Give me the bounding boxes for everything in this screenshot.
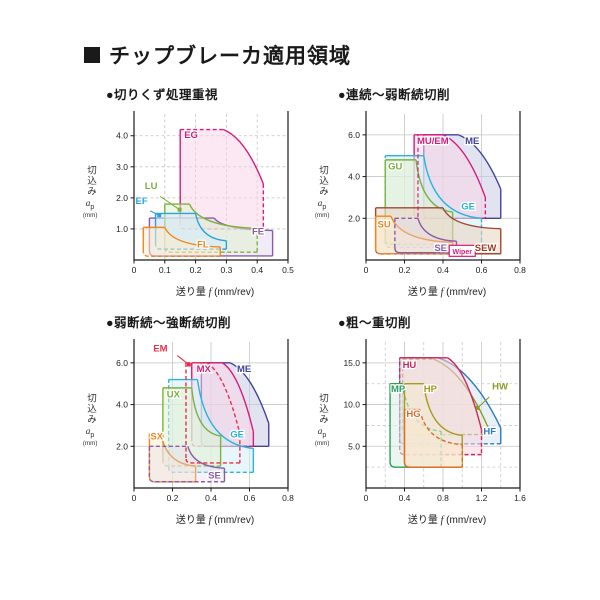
x-tick-label: 0 xyxy=(132,265,137,275)
y-axis-label: 切込み ap (mm) xyxy=(82,164,98,219)
chart-heading: ●切りくず処理重視 xyxy=(106,88,219,102)
region-label-FE: FE xyxy=(252,227,264,238)
y-tick-label: 4.0 xyxy=(348,172,360,182)
x-tick-label: 0.4 xyxy=(399,493,411,503)
region-label-ME: ME xyxy=(237,364,251,375)
region-label-HP: HP xyxy=(424,384,438,395)
x-tick-label: 0 xyxy=(364,493,369,503)
region-label-LU: LU xyxy=(145,181,158,192)
chart-block-chip-control: ●切りくず処理重視 切込み ap (mm) 0 0.1 0.2 0.3 0.4 0.5 1.… xyxy=(80,84,304,298)
y-axis-label: 切込み ap (mm) xyxy=(82,392,98,447)
region-label-SE: SE xyxy=(434,243,447,254)
region-label-ME: ME xyxy=(465,136,479,147)
region-label-EM: EM xyxy=(153,343,167,354)
chart-area: 切込み ap (mm) 0 0.1 0.2 0.3 0.4 0.5 1.0 2.0 3.0 4.0… xyxy=(80,104,304,284)
leader-dot xyxy=(475,405,480,410)
region-label-HF: HF xyxy=(483,427,496,438)
region-label-HG: HG xyxy=(406,409,420,420)
x-axis-label: 送り量 f (mm/rev) xyxy=(407,515,487,526)
region-label-SE: SE xyxy=(208,470,221,481)
chart-canvas-continuous: 0 0.2 0.4 0.6 0.8 2.0 4.0 6.0 Wiper GU MU/EM ME GE SU… xyxy=(348,111,526,275)
y-tick-label: 3.0 xyxy=(116,162,128,172)
wiper-badge xyxy=(448,244,476,257)
chart-area: 切込み ap (mm) 0 0.2 0.4 0.6 0.8 2.0 4.0 6.0 EM MX ME… xyxy=(80,332,304,512)
x-tick-label: 0.8 xyxy=(282,493,294,503)
chart-area: 切込み ap (mm) 0 0.4 0.8 1.2 1.6 5.0 10.0 15.0 HU MP… xyxy=(312,332,536,512)
region-label-MP: MP xyxy=(391,384,406,395)
region-label-SU: SU xyxy=(378,220,391,231)
x-tick-label: 0 xyxy=(132,493,137,503)
x-tick-label: 0.5 xyxy=(282,265,294,275)
x-tick-label: 0.4 xyxy=(251,265,263,275)
region-SE xyxy=(148,445,226,483)
x-tick-label: 0.3 xyxy=(220,265,232,275)
region-HG xyxy=(403,408,463,468)
region-label-EG: EG xyxy=(184,130,198,141)
charts-grid: ●切りくず処理重視 切込み ap (mm) 0 0.1 0.2 0.3 0.4 0.5 1.… xyxy=(80,84,600,526)
chart-area: 切込み ap (mm) 0 0.2 0.4 0.6 0.8 2.0 4.0 6.0 Wiper G… xyxy=(312,104,536,284)
x-tick-label: 1.6 xyxy=(514,493,526,503)
chart-block-continuous: ●連続〜弱断続切削 切込み ap (mm) 0 0.2 0.4 0.6 0.8 2.0 4.… xyxy=(312,84,536,298)
chart-canvas-chip-control: 0 0.1 0.2 0.3 0.4 0.5 1.0 2.0 3.0 4.0 EG LU EF FL FE xyxy=(116,111,294,275)
y-tick-label: 2.0 xyxy=(116,441,128,451)
y-tick-label: 2.0 xyxy=(348,213,360,223)
y-tick-label: 6.0 xyxy=(348,130,360,140)
page-title-row: チップブレーカ適用領域 xyxy=(84,40,600,70)
wiper-badge-label: Wiper xyxy=(453,249,473,256)
x-tick-label: 1.2 xyxy=(476,493,488,503)
x-axis-label: 送り量 f (mm/rev) xyxy=(175,287,255,298)
region-label-MUEM: MU/EM xyxy=(417,136,449,147)
y-tick-label: 4.0 xyxy=(116,400,128,410)
x-axis-label: 送り量 f (mm/rev) xyxy=(407,287,487,298)
title-square-icon xyxy=(84,47,100,63)
region-label-SX: SX xyxy=(150,432,163,443)
page-title: チップブレーカ適用領域 xyxy=(109,45,351,68)
leader-dot xyxy=(157,213,162,218)
y-tick-label: 2.0 xyxy=(116,193,128,203)
region-label-GE: GE xyxy=(230,430,244,441)
region-label-GU: GU xyxy=(388,161,402,172)
region-label-FL: FL xyxy=(197,240,209,251)
region-label-MX: MX xyxy=(197,364,212,375)
leader-dot xyxy=(177,207,182,212)
chart-heading: ●粗〜重切削 xyxy=(338,316,412,330)
x-tick-label: 0 xyxy=(364,265,369,275)
x-tick-label: 0.1 xyxy=(159,265,171,275)
chart-canvas-rough-heavy: 0 0.4 0.8 1.2 1.6 5.0 10.0 15.0 HU MP HP HG HW HF xyxy=(343,339,526,503)
y-tick-label: 4.0 xyxy=(116,131,128,141)
region-label-GE: GE xyxy=(461,202,475,213)
y-axis-label: 切込み ap (mm) xyxy=(314,164,330,219)
chart-block-rough-heavy: ●粗〜重切削 切込み ap (mm) 0 0.4 0.8 1.2 1.6 5.0 10.0 1… xyxy=(312,312,536,526)
x-tick-label: 0.6 xyxy=(244,493,256,503)
y-tick-label: 5.0 xyxy=(348,441,360,451)
y-tick-label: 10.0 xyxy=(343,400,360,410)
region-label-HW: HW xyxy=(492,382,508,393)
x-tick-label: 0.2 xyxy=(399,265,411,275)
y-tick-label: 1.0 xyxy=(116,224,128,234)
x-tick-label: 0.4 xyxy=(205,493,217,503)
x-tick-label: 0.8 xyxy=(437,493,449,503)
region-label-SEW: SEW xyxy=(475,243,497,254)
x-tick-label: 0.6 xyxy=(476,265,488,275)
x-tick-label: 0.8 xyxy=(514,265,526,275)
chart-heading: ●弱断続〜強断続切削 xyxy=(106,316,232,330)
y-tick-label: 6.0 xyxy=(116,358,128,368)
axis-frame xyxy=(133,111,289,261)
chart-block-interrupted: ●弱断続〜強断続切削 切込み ap (mm) 0 0.2 0.4 0.6 0.8 2.0 4… xyxy=(80,312,304,526)
region-label-UX: UX xyxy=(167,389,181,400)
y-axis-label: 切込み ap (mm) xyxy=(314,392,330,447)
chart-heading: ●連続〜弱断続切削 xyxy=(338,88,451,102)
region-FL xyxy=(142,226,221,257)
x-tick-label: 0.2 xyxy=(190,265,202,275)
leader-dot xyxy=(186,362,191,367)
region-label-EF: EF xyxy=(136,196,148,207)
region-label-HU: HU xyxy=(403,360,417,371)
x-tick-label: 0.4 xyxy=(437,265,449,275)
x-tick-label: 0.2 xyxy=(167,493,179,503)
chart-canvas-interrupted: 0 0.2 0.4 0.6 0.8 2.0 4.0 6.0 EM MX ME UX SX GE SE xyxy=(116,339,294,503)
x-axis-label: 送り量 f (mm/rev) xyxy=(175,515,255,526)
y-tick-label: 15.0 xyxy=(343,358,360,368)
